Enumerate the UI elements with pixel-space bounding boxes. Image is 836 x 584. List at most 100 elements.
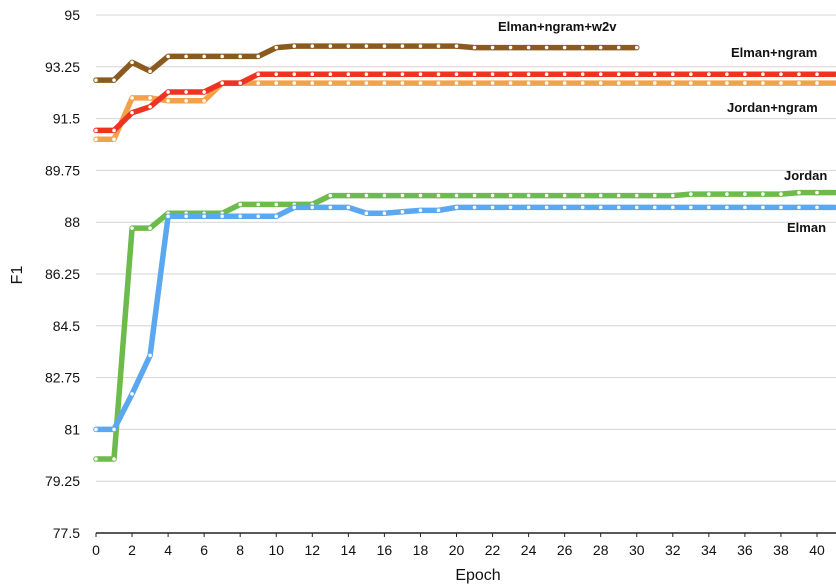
data-point [129, 95, 135, 101]
data-point [580, 204, 586, 210]
data-point [544, 192, 550, 199]
data-point [634, 44, 640, 51]
grid-lines [96, 14, 836, 482]
data-point [544, 71, 550, 77]
data-point [399, 209, 406, 215]
data-point [652, 192, 658, 199]
data-point [814, 80, 820, 86]
data-point [363, 43, 369, 49]
data-point [147, 95, 153, 101]
data-point [255, 71, 261, 77]
data-point [724, 204, 730, 210]
data-point [507, 44, 514, 51]
data-point [363, 71, 369, 77]
data-point [453, 80, 460, 86]
data-point [417, 71, 424, 77]
data-point [201, 98, 207, 104]
label-jordan-ngram: Jordan+ngram [727, 100, 818, 115]
y-tick-label: 89.75 [45, 162, 80, 178]
data-point [111, 456, 117, 462]
data-point [598, 204, 604, 210]
data-point [237, 53, 243, 60]
data-point [399, 192, 406, 199]
data-point [291, 71, 297, 77]
data-point [453, 204, 460, 210]
data-point [562, 44, 568, 51]
y-axis-ticks: 95 93.25 91.5 89.75 88 86.25 84.5 82.75 81 79.25 7… [45, 7, 80, 541]
data-point [670, 71, 676, 77]
data-point [111, 136, 117, 142]
data-point [471, 71, 478, 77]
data-point [237, 80, 243, 86]
data-point [760, 191, 766, 197]
x-tick-label: 12 [305, 542, 321, 558]
data-point [580, 71, 586, 77]
data-point [219, 213, 225, 219]
data-point [327, 192, 333, 199]
label-elman-ngram: Elman+ngram [731, 45, 817, 60]
data-point [183, 53, 189, 60]
data-point [129, 59, 135, 65]
data-point [417, 80, 424, 86]
data-point [417, 192, 424, 199]
data-point [507, 204, 514, 210]
data-point [634, 192, 640, 199]
data-point [219, 80, 225, 86]
data-point [580, 192, 586, 199]
data-point [237, 201, 243, 208]
series-elman-ngram [93, 71, 836, 134]
data-point [670, 80, 676, 86]
x-tick-label: 36 [737, 542, 753, 558]
x-tick-label: 24 [521, 542, 537, 558]
data-point [363, 80, 369, 86]
data-point [147, 352, 153, 358]
series-jordan [93, 189, 836, 462]
data-point [742, 71, 748, 77]
data-point [201, 53, 207, 60]
series-line [93, 71, 836, 134]
data-point [363, 210, 369, 216]
data-point [652, 80, 658, 86]
data-point [183, 98, 189, 104]
data-point [525, 192, 532, 199]
data-point [706, 204, 712, 210]
data-point [562, 192, 568, 199]
data-point [544, 204, 550, 210]
x-tick-label: 2 [128, 542, 136, 558]
data-point [489, 71, 496, 77]
data-point [544, 80, 550, 86]
data-point [273, 201, 279, 208]
data-point [796, 190, 802, 196]
y-tick-label: 95 [64, 7, 80, 23]
data-point [634, 71, 640, 77]
data-point [435, 80, 442, 86]
x-tick-label: 34 [701, 542, 717, 558]
data-point [814, 71, 820, 77]
data-point [616, 44, 622, 51]
data-point [381, 192, 387, 199]
data-point [724, 191, 730, 197]
x-tick-label: 22 [485, 542, 501, 558]
data-point [399, 43, 406, 49]
data-point [778, 191, 784, 197]
y-axis-title: F1 [9, 266, 26, 285]
data-point [93, 426, 99, 432]
data-point [778, 80, 784, 86]
data-point [453, 71, 460, 77]
data-point [742, 80, 748, 86]
data-point [471, 192, 478, 199]
x-axis-ticks: 0 2 4 6 8 10 12 14 16 18 20 22 24 26 28 30 32 34 36 38 40 [92, 533, 825, 558]
data-point [255, 80, 261, 86]
data-point [291, 204, 297, 210]
data-point [129, 110, 135, 116]
data-point [471, 80, 478, 86]
y-tick-label: 86.25 [45, 266, 80, 282]
y-tick-label: 91.5 [53, 111, 80, 127]
data-point [381, 43, 387, 49]
data-point [111, 77, 117, 83]
data-point [111, 426, 117, 432]
data-point [435, 71, 442, 77]
data-point [237, 213, 243, 219]
data-point [345, 43, 351, 49]
data-point [309, 43, 315, 49]
